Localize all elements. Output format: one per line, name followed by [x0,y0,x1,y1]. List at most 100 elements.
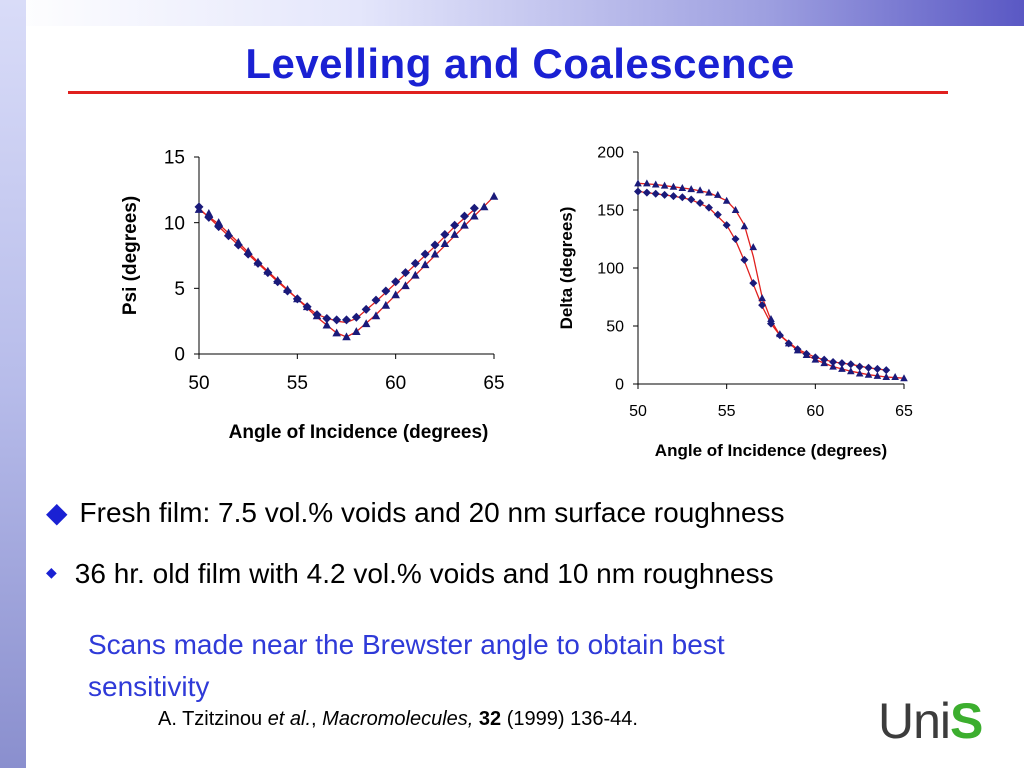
y-tick-label: 150 [597,203,624,220]
triangle-point [460,220,469,229]
delta-chart: 0 50 100 150 200 50 55 60 65 Angle of Incidence (… [557,145,913,460]
triangle-point [705,188,713,196]
triangle-point [722,196,731,204]
triangle-point [411,270,420,279]
triangle-point [847,367,855,375]
triangle-point [891,373,899,381]
diamond-point [660,190,669,199]
diamond-bullet-icon: ◆ [46,497,68,528]
diamond-point [687,195,696,204]
bullet-text: Fresh film: 7.5 vol.% voids and 20 nm su… [79,497,785,528]
fit-line [637,182,905,379]
x-tick-label: 65 [895,403,913,420]
left-gradient-band [0,0,26,768]
triangle-point [440,239,450,248]
x-tick-label: 50 [188,373,209,394]
bullet-old-film: ◆ 36 hr. old film with 4.2 vol.% voids an… [46,558,774,590]
diamond-point [440,229,450,239]
logo-s: S [950,693,983,749]
triangle-point [855,369,864,377]
x-axis-label: Angle of Incidence (degrees) [655,441,887,460]
bullet-fresh-film: ◆ Fresh film: 7.5 vol.% voids and 20 nm s… [46,496,785,529]
triangle-point [342,332,351,341]
triangle-point [283,285,292,294]
x-tick-label: 55 [287,373,308,394]
triangle-point [740,222,749,230]
triangle-point [678,183,687,191]
diamond-point [322,314,332,324]
bullet-text: 36 hr. old film with 4.2 vol.% voids and… [74,558,774,589]
fit-line [198,207,475,324]
y-axis-label: Delta (degrees) [557,207,576,330]
x-tick-label: 60 [806,403,824,420]
triangle-point [776,330,784,338]
triangle-point [312,311,322,320]
triangle-point [489,191,499,200]
slide-title: Levelling and Coalescence [245,40,795,87]
y-tick-label: 200 [597,145,624,162]
diamond-point [401,268,410,278]
y-axis-label: Psi (degrees) [120,196,141,315]
triangle-point [401,281,410,290]
diamond-point [837,359,846,368]
y-tick-label: 0 [615,377,624,394]
diamond-point [361,304,371,314]
diamond-point [642,188,651,197]
triangle-point [293,294,302,303]
x-tick-label: 55 [718,403,736,420]
triangle-point [749,243,758,251]
psi-chart: 0 5 10 15 50 55 60 65 Angle of Incidence (degree… [120,148,505,443]
diamond-point [332,315,342,325]
diamond-point [371,295,381,305]
citation-journal: Macromolecules, [322,708,474,730]
diamond-point [758,301,767,310]
citation-etal: et al. [267,708,312,730]
triangle-point [696,186,704,194]
diamond-point [391,277,401,287]
unis-logo: UniS [878,692,983,750]
triangle-point [214,218,223,227]
triangle-point [273,275,282,284]
diamond-point [430,240,440,250]
y-tick-label: 10 [164,213,185,234]
triangle-point [243,247,253,255]
diamond-point [855,362,864,371]
citation-sep: , [311,708,323,730]
triangle-point [811,355,820,363]
triangle-point [864,370,873,378]
x-axis-label: Angle of Incidence (degrees) [229,422,489,443]
diamond-point [882,366,891,375]
logo-uni: Uni [878,693,951,749]
triangle-point [643,179,651,187]
citation-author: A. Tzitzinou [158,708,268,730]
diamond-point [410,258,420,268]
diamond-point [722,221,731,230]
diamond-point [846,360,855,369]
triangle-point [829,362,837,370]
triangle-point [784,339,793,347]
triangle-point [224,228,233,237]
triangle-point [302,302,312,311]
title-underline [68,91,948,94]
diamond-point [864,363,873,372]
diamond-point [696,199,705,208]
x-tick-label: 60 [385,373,406,394]
triangle-point [470,211,479,220]
y-tick-label: 15 [164,148,185,169]
triangle-point [660,181,669,189]
triangle-point [381,300,391,309]
y-tick-label: 50 [606,319,624,336]
triangle-point [361,319,371,328]
diamond-point [678,193,687,202]
diamond-point [749,279,758,288]
citation: A. Tzitzinou et al., Macromolecules, 32 … [158,708,638,731]
triangle-point [634,179,642,187]
diamond-point [731,235,740,243]
triangle-point [669,182,678,190]
y-tick-label: 0 [174,345,185,366]
small-diamond-bullet-icon: ◆ [46,564,57,580]
triangle-point [420,260,430,269]
triangle-point [687,185,695,193]
triangle-point [253,257,263,266]
diamond-point [651,189,660,198]
